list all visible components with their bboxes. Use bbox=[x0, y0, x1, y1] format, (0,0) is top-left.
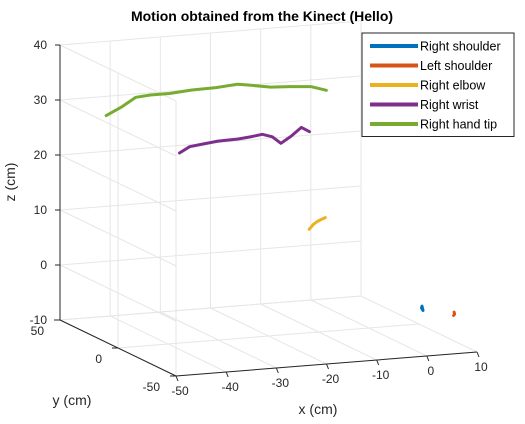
legend: Right shoulder Left shoulder Right elbow Ri… bbox=[361, 32, 515, 137]
axes bbox=[54, 44, 480, 382]
series-line-left-shoulder bbox=[452, 310, 457, 317]
z-tick-label: 0 bbox=[40, 258, 47, 272]
x-tick-mark bbox=[376, 359, 380, 366]
legend-label: Right hand tip bbox=[420, 118, 497, 132]
x-axis-label: x (cm) bbox=[299, 401, 338, 417]
z-tick-label: -10 bbox=[30, 313, 48, 327]
series-line-right-wrist bbox=[178, 125, 311, 155]
z-tick-label: 20 bbox=[34, 148, 48, 162]
x-tick-label: -50 bbox=[171, 384, 189, 398]
y-tick-label: -50 bbox=[143, 380, 161, 394]
legend-label: Left shoulder bbox=[420, 59, 492, 73]
x-tick-mark bbox=[275, 367, 279, 374]
y-tick-label: 0 bbox=[95, 352, 102, 366]
y-axis-label: y (cm) bbox=[53, 392, 92, 408]
series-lines bbox=[104, 82, 457, 317]
x-tick-label: 0 bbox=[427, 364, 434, 378]
grid-line bbox=[59, 209, 177, 267]
legend-label: Right wrist bbox=[420, 98, 479, 112]
x-tick-label: -10 bbox=[372, 368, 390, 382]
grid-line bbox=[59, 44, 177, 102]
grid-line bbox=[117, 323, 420, 349]
x-tick-label: -20 bbox=[322, 372, 340, 386]
x-tick-mark bbox=[326, 363, 329, 370]
y-tick-label: 50 bbox=[31, 324, 45, 338]
x-tick-label: 10 bbox=[474, 360, 488, 374]
chart-title: Motion obtained from the Kinect (Hello) bbox=[131, 8, 393, 24]
tick-labels: -50 -40 -30 -20 -10 0 10 50 0 -50 40 30 20 10 0 -10 bbox=[30, 38, 488, 398]
grid-line bbox=[59, 185, 362, 211]
grid-line bbox=[59, 20, 362, 46]
z-tick-label: 40 bbox=[34, 38, 48, 52]
grid-line bbox=[59, 295, 362, 321]
series-line-right-shoulder bbox=[420, 304, 425, 312]
x-tick-label: -30 bbox=[272, 376, 290, 390]
x-tick-mark bbox=[175, 375, 179, 382]
x-tick-label: -40 bbox=[221, 380, 239, 394]
x-tick-mark bbox=[426, 355, 430, 362]
series-line-right-elbow bbox=[307, 216, 327, 231]
x-tick-mark bbox=[476, 351, 480, 358]
grid-line bbox=[59, 264, 177, 322]
legend-label: Right shoulder bbox=[420, 40, 501, 54]
legend-label: Right elbow bbox=[420, 79, 486, 93]
z-tick-label: 30 bbox=[34, 93, 48, 107]
grid-line bbox=[59, 99, 177, 157]
x-tick-mark bbox=[225, 371, 229, 378]
z-tick-label: 10 bbox=[34, 203, 48, 217]
grid-line bbox=[59, 154, 177, 212]
z-axis-label: z (cm) bbox=[2, 163, 18, 202]
grid-line bbox=[59, 240, 362, 266]
series-line-right-hand-tip bbox=[104, 82, 328, 118]
